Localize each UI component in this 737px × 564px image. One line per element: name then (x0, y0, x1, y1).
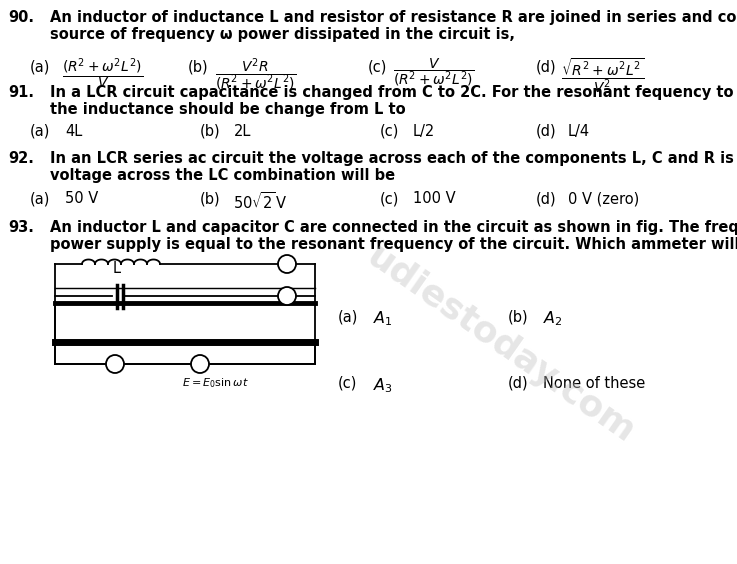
Text: 50 V: 50 V (65, 191, 98, 206)
Text: L/2: L/2 (413, 124, 436, 139)
Text: $A_2$: $A_2$ (281, 289, 293, 303)
Text: (a): (a) (30, 59, 50, 74)
Text: 90.: 90. (8, 10, 34, 25)
Text: (c): (c) (380, 191, 399, 206)
Text: 4L: 4L (65, 124, 83, 139)
Text: (d): (d) (536, 59, 556, 74)
Text: $A_3$: $A_3$ (373, 376, 393, 395)
Text: 92.: 92. (8, 151, 34, 166)
Text: (c): (c) (368, 59, 388, 74)
Text: (b): (b) (508, 309, 528, 324)
Text: (a): (a) (30, 191, 50, 206)
Text: 93.: 93. (8, 220, 34, 235)
Text: $\mathit{v}$: $\mathit{v}$ (195, 359, 204, 369)
Text: 2L: 2L (234, 124, 251, 139)
Text: (a): (a) (338, 309, 358, 324)
Text: (c): (c) (338, 376, 357, 391)
Text: An inductor L and capacitor C are connected in the circuit as shown in fig. The : An inductor L and capacitor C are connec… (50, 220, 737, 235)
Circle shape (191, 355, 209, 373)
Text: L/4: L/4 (568, 124, 590, 139)
Text: $A_1$: $A_1$ (281, 257, 293, 271)
Text: 0 V (zero): 0 V (zero) (568, 191, 639, 206)
Text: An inductor of inductance L and resistor of resistance R are joined in series an: An inductor of inductance L and resistor… (50, 10, 737, 25)
Text: power supply is equal to the resonant frequency of the circuit. Which ammeter wi: power supply is equal to the resonant fr… (50, 237, 737, 252)
Text: L: L (113, 261, 121, 276)
Text: $A_2$: $A_2$ (543, 309, 563, 328)
Text: (d): (d) (536, 124, 556, 139)
Text: (a): (a) (30, 124, 50, 139)
Text: In an LCR series ac circuit the voltage across each of the components L, C and R: In an LCR series ac circuit the voltage … (50, 151, 737, 166)
Text: $E = E_0\sin\omega t$: $E = E_0\sin\omega t$ (182, 376, 248, 390)
Text: (b): (b) (188, 59, 209, 74)
Text: (d): (d) (536, 191, 556, 206)
Text: $\dfrac{\left(R^2+\omega^2 L^2\right)}{V}$: $\dfrac{\left(R^2+\omega^2 L^2\right)}{V… (62, 56, 143, 91)
Text: $\dfrac{V^2 R}{\left(R^2+\omega^2 L^2\right)}$: $\dfrac{V^2 R}{\left(R^2+\omega^2 L^2\ri… (215, 56, 296, 92)
Circle shape (106, 355, 124, 373)
Text: None of these: None of these (543, 376, 646, 391)
Text: (b): (b) (200, 191, 220, 206)
Circle shape (278, 287, 296, 305)
Text: (b): (b) (200, 124, 220, 139)
Text: $\dfrac{V}{\left(R^2+\omega^2 L^2\right)}$: $\dfrac{V}{\left(R^2+\omega^2 L^2\right)… (393, 56, 474, 88)
Text: $\dfrac{\sqrt{R^2+\omega^2 L^2}}{V^2}$: $\dfrac{\sqrt{R^2+\omega^2 L^2}}{V^2}$ (561, 56, 644, 95)
Text: the inductance should be change from L to: the inductance should be change from L t… (50, 102, 405, 117)
Text: (d): (d) (508, 376, 528, 391)
Text: udiestoday.com: udiestoday.com (360, 239, 640, 450)
Text: $50\sqrt{2}\,\mathrm{V}$: $50\sqrt{2}\,\mathrm{V}$ (233, 191, 287, 212)
Text: $A_1$: $A_1$ (373, 309, 393, 328)
Text: (c): (c) (380, 124, 399, 139)
Text: source of frequency ω power dissipated in the circuit is,: source of frequency ω power dissipated i… (50, 27, 515, 42)
Text: voltage across the LC combination will be: voltage across the LC combination will b… (50, 168, 395, 183)
Text: 100 V: 100 V (413, 191, 455, 206)
Text: 91.: 91. (8, 85, 34, 100)
Text: In a LCR circuit capacitance is changed from C to 2C. For the resonant fequency : In a LCR circuit capacitance is changed … (50, 85, 737, 100)
Text: $A_3$: $A_3$ (108, 357, 122, 371)
Circle shape (278, 255, 296, 273)
